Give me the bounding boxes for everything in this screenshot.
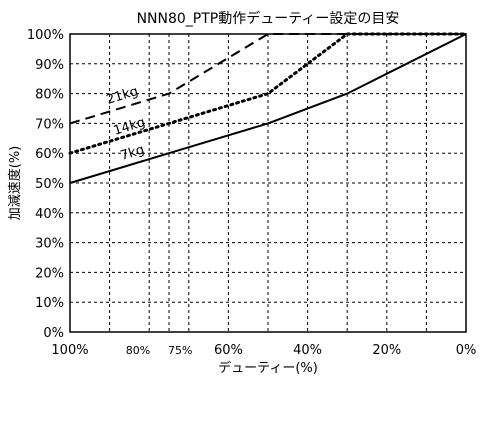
y-tick-label: 0%	[43, 326, 64, 341]
y-tick-label: 50%	[35, 177, 64, 192]
y-tick-label: 20%	[35, 266, 64, 281]
series-line-7kg	[69, 33, 467, 184]
x-axis-ticks: 100% 80% 75% 60% 40% 20% 0%	[51, 343, 476, 358]
series-line-14kg	[68, 32, 468, 155]
y-axis-ticks: 0% 10% 20% 30% 40% 50% 60% 70% 80% 90% 100%	[27, 28, 64, 341]
x-tick-label: 0%	[456, 343, 477, 358]
y-tick-label: 60%	[35, 147, 64, 162]
series-lines	[68, 32, 468, 184]
x-tick-label: 60%	[214, 343, 243, 358]
x-tick-label: 80%	[126, 344, 150, 357]
x-tick-label: 20%	[372, 343, 401, 358]
y-tick-label: 90%	[35, 58, 64, 73]
y-tick-label: 100%	[27, 28, 64, 43]
y-tick-label: 30%	[35, 237, 64, 252]
series-line-21kg	[69, 33, 466, 125]
series-label-7kg: 7kg	[119, 142, 146, 163]
y-tick-label: 70%	[35, 117, 64, 132]
grid-lines	[70, 34, 466, 332]
x-tick-label: 100%	[51, 343, 88, 358]
y-tick-label: 10%	[35, 296, 64, 311]
y-tick-label: 40%	[35, 207, 64, 222]
x-axis-title: デューティー(%)	[218, 360, 318, 376]
chart-title: NNN80_PTP動作デューティー設定の目安	[137, 10, 400, 27]
x-tick-label: 75%	[168, 344, 192, 357]
y-tick-label: 80%	[35, 88, 64, 103]
x-tick-label: 40%	[293, 343, 322, 358]
y-axis-title: 加減速度(%)	[7, 146, 23, 221]
